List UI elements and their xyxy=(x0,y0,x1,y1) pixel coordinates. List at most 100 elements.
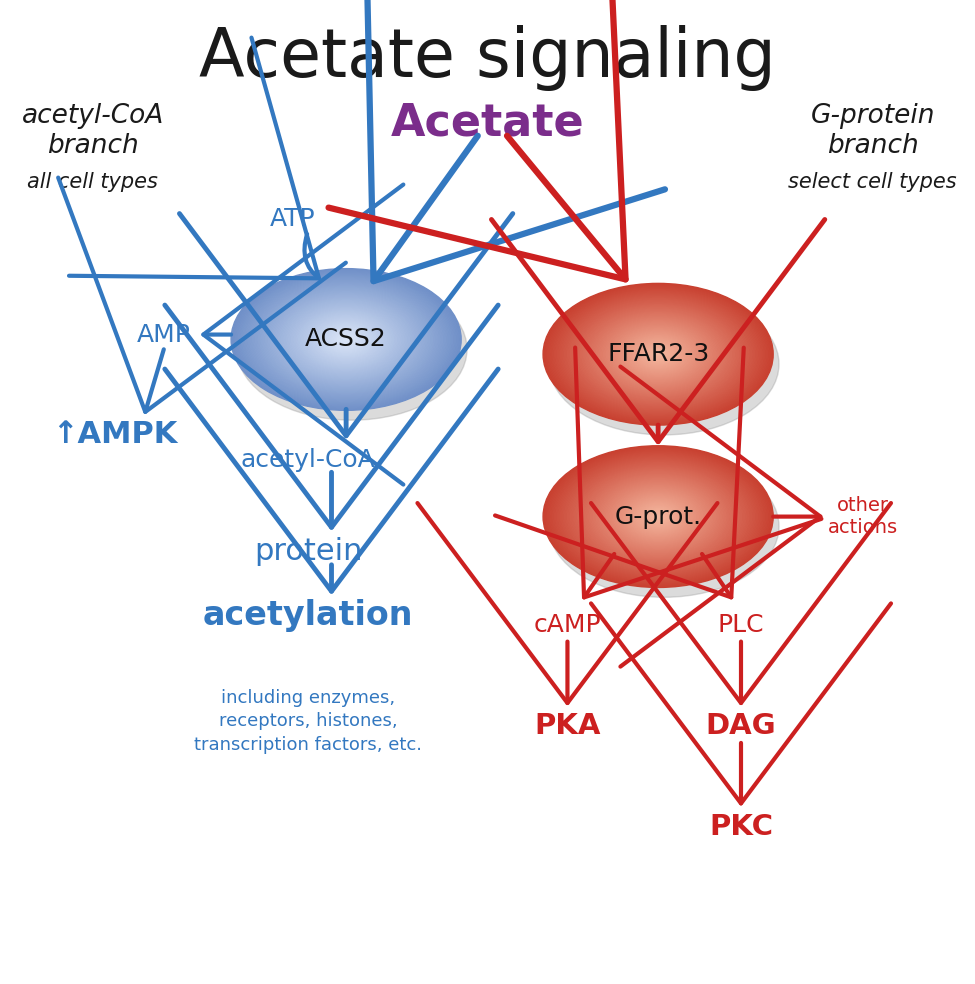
Text: select cell types: select cell types xyxy=(789,172,956,192)
Ellipse shape xyxy=(600,480,717,553)
Ellipse shape xyxy=(621,332,695,377)
Ellipse shape xyxy=(339,335,353,343)
Ellipse shape xyxy=(332,331,361,348)
Ellipse shape xyxy=(268,291,424,388)
Ellipse shape xyxy=(555,453,761,581)
Ellipse shape xyxy=(630,337,686,372)
Ellipse shape xyxy=(552,288,764,420)
Ellipse shape xyxy=(579,305,737,402)
Text: G-prot.: G-prot. xyxy=(614,505,702,528)
Ellipse shape xyxy=(300,311,392,368)
FancyArrowPatch shape xyxy=(179,214,513,436)
Ellipse shape xyxy=(243,276,449,403)
Text: FFAR2-3: FFAR2-3 xyxy=(607,342,709,366)
Ellipse shape xyxy=(612,488,704,545)
Ellipse shape xyxy=(246,277,447,401)
Ellipse shape xyxy=(613,489,703,544)
Ellipse shape xyxy=(252,281,441,398)
Ellipse shape xyxy=(571,301,745,407)
Ellipse shape xyxy=(543,446,773,587)
Ellipse shape xyxy=(564,296,753,412)
Ellipse shape xyxy=(254,282,438,397)
FancyArrowPatch shape xyxy=(69,37,319,278)
Ellipse shape xyxy=(619,331,697,378)
Ellipse shape xyxy=(333,332,359,347)
Ellipse shape xyxy=(634,502,682,531)
FancyArrowPatch shape xyxy=(329,0,626,279)
Ellipse shape xyxy=(267,290,425,388)
Ellipse shape xyxy=(571,463,745,570)
Ellipse shape xyxy=(657,516,659,518)
Ellipse shape xyxy=(618,492,698,541)
Ellipse shape xyxy=(558,292,759,416)
Ellipse shape xyxy=(231,269,461,410)
Ellipse shape xyxy=(638,341,679,367)
Ellipse shape xyxy=(556,291,761,417)
FancyArrowPatch shape xyxy=(58,177,346,412)
Ellipse shape xyxy=(624,333,692,376)
Ellipse shape xyxy=(637,503,680,529)
Ellipse shape xyxy=(312,318,380,361)
FancyArrowPatch shape xyxy=(591,503,891,703)
Ellipse shape xyxy=(288,303,405,376)
Ellipse shape xyxy=(309,317,383,362)
Ellipse shape xyxy=(294,308,398,371)
Ellipse shape xyxy=(644,345,673,363)
Ellipse shape xyxy=(594,315,722,395)
Ellipse shape xyxy=(306,315,386,364)
Ellipse shape xyxy=(634,339,682,369)
Text: acetylation: acetylation xyxy=(203,598,413,632)
Ellipse shape xyxy=(340,336,352,343)
Ellipse shape xyxy=(589,474,727,559)
Ellipse shape xyxy=(655,352,661,356)
Ellipse shape xyxy=(550,287,766,420)
FancyArrowPatch shape xyxy=(367,0,665,281)
Ellipse shape xyxy=(286,302,407,377)
Ellipse shape xyxy=(612,326,704,383)
Ellipse shape xyxy=(597,478,720,555)
Ellipse shape xyxy=(628,498,688,535)
Ellipse shape xyxy=(637,340,680,367)
Ellipse shape xyxy=(289,304,404,375)
Ellipse shape xyxy=(549,450,767,584)
Ellipse shape xyxy=(250,280,443,399)
Ellipse shape xyxy=(569,299,747,409)
Text: PLC: PLC xyxy=(718,613,764,637)
Ellipse shape xyxy=(547,449,769,584)
Ellipse shape xyxy=(625,496,691,537)
FancyArrowPatch shape xyxy=(575,347,821,597)
Ellipse shape xyxy=(334,333,358,346)
Ellipse shape xyxy=(615,490,701,543)
Ellipse shape xyxy=(555,290,761,418)
Ellipse shape xyxy=(632,501,684,532)
Ellipse shape xyxy=(549,456,779,597)
Ellipse shape xyxy=(328,328,365,351)
Ellipse shape xyxy=(592,476,724,557)
Ellipse shape xyxy=(585,471,731,562)
Ellipse shape xyxy=(325,326,368,353)
Ellipse shape xyxy=(580,306,736,402)
Ellipse shape xyxy=(602,320,715,389)
Ellipse shape xyxy=(622,494,694,539)
Ellipse shape xyxy=(615,328,701,381)
Ellipse shape xyxy=(570,462,746,571)
Ellipse shape xyxy=(586,310,730,399)
Ellipse shape xyxy=(559,293,758,415)
Ellipse shape xyxy=(643,507,674,526)
Ellipse shape xyxy=(632,338,684,370)
Ellipse shape xyxy=(652,513,664,521)
Ellipse shape xyxy=(649,512,667,522)
Text: all cell types: all cell types xyxy=(27,172,158,192)
Ellipse shape xyxy=(561,294,756,414)
Ellipse shape xyxy=(265,290,427,389)
Ellipse shape xyxy=(582,469,734,564)
Ellipse shape xyxy=(282,299,410,379)
Ellipse shape xyxy=(624,495,692,538)
Ellipse shape xyxy=(345,338,347,340)
Ellipse shape xyxy=(550,451,766,583)
Ellipse shape xyxy=(601,319,716,390)
Ellipse shape xyxy=(585,309,731,400)
Ellipse shape xyxy=(566,297,750,411)
Ellipse shape xyxy=(655,515,661,519)
Ellipse shape xyxy=(577,305,739,403)
